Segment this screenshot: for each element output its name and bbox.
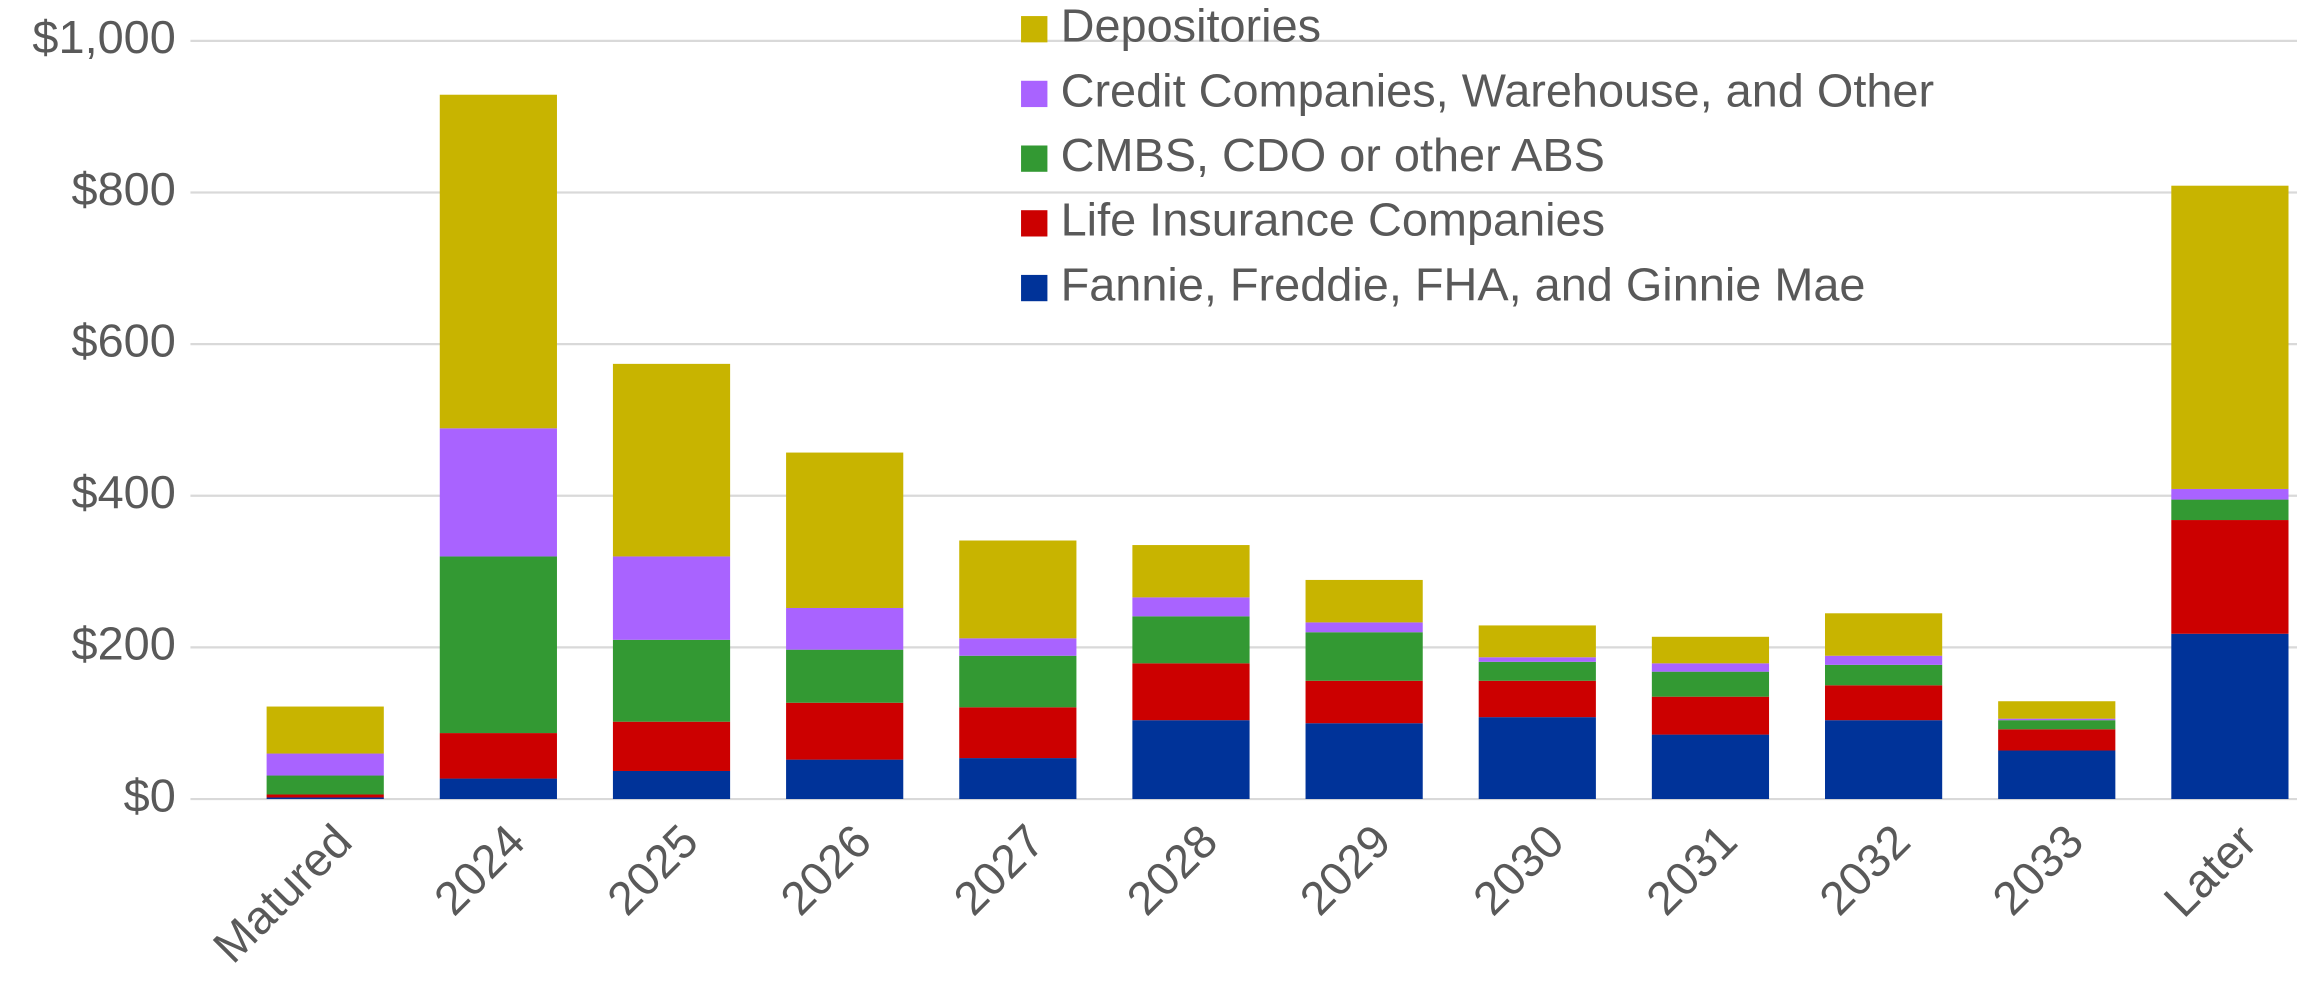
- bar-segment: [1478, 661, 1596, 681]
- bar-segment: [612, 363, 731, 557]
- bar-segment: [1305, 622, 1423, 633]
- bar-segment: [439, 556, 557, 734]
- legend-label: Life Insurance Companies: [1061, 194, 1605, 246]
- bar-segment: [1998, 718, 2116, 721]
- bar-segment: [2171, 488, 2289, 500]
- bar-segment: [1305, 632, 1423, 681]
- bar-segment: [612, 639, 731, 722]
- bar-segment: [1651, 663, 1770, 672]
- x-tick-label: 2025: [597, 815, 708, 925]
- x-tick-label: 2024: [424, 815, 535, 925]
- bar-segment: [1132, 720, 1250, 800]
- bar-segment: [1825, 613, 1943, 656]
- legend-swatch: [1021, 16, 1048, 43]
- bar-segment: [1998, 701, 2116, 719]
- bar-segment: [439, 778, 557, 800]
- y-tick-label: $200: [72, 618, 176, 670]
- bar-segment: [2171, 499, 2289, 521]
- bar-segment: [439, 428, 557, 557]
- bar-segment: [1305, 723, 1423, 800]
- bar-segment: [1651, 636, 1770, 664]
- bar-segment: [266, 753, 384, 776]
- legend-swatch: [1021, 145, 1048, 172]
- bar-segment: [1478, 717, 1596, 800]
- bar-segment: [2171, 633, 2289, 800]
- bar-segment: [1998, 729, 2116, 751]
- x-tick-label: Matured: [203, 815, 361, 973]
- bar-segment: [1651, 734, 1770, 800]
- x-tick-label: 2032: [1809, 815, 1920, 925]
- bar-segment: [959, 758, 1077, 800]
- x-tick-label: 2031: [1636, 815, 1747, 925]
- legend-label: Fannie, Freddie, FHA, and Ginnie Mae: [1061, 258, 1866, 310]
- bar-segment: [1478, 657, 1596, 662]
- legend-label: Credit Companies, Warehouse, and Other: [1061, 64, 1934, 116]
- bar-segment: [439, 94, 557, 429]
- bar-segment: [1998, 720, 2116, 730]
- bar-segment: [959, 540, 1077, 639]
- bar-segment: [612, 556, 731, 640]
- bar-segment: [1132, 545, 1250, 598]
- x-tick-label: 2026: [770, 815, 881, 925]
- bar-segment: [1305, 579, 1423, 623]
- y-tick-label: $1,000: [32, 11, 175, 63]
- x-tick-label: 2028: [1117, 815, 1228, 925]
- x-tick-label: 2030: [1463, 815, 1574, 925]
- bar-segment: [1651, 671, 1770, 697]
- bar-segment: [266, 797, 384, 800]
- bar-segment: [1825, 655, 1943, 665]
- bar-segment: [1132, 616, 1250, 664]
- bar-segment: [1132, 597, 1250, 617]
- bar-segment: [786, 702, 904, 760]
- bar-segment: [1305, 680, 1423, 724]
- bar-segment: [266, 775, 384, 795]
- bar-segment: [959, 655, 1077, 708]
- bar-segment: [786, 607, 904, 650]
- bar-segment: [959, 707, 1077, 759]
- y-tick-label: $800: [72, 163, 176, 215]
- bar-segment: [786, 759, 904, 800]
- bar-segment: [439, 733, 557, 779]
- y-tick-label: $400: [72, 466, 176, 518]
- bar-segment: [1825, 664, 1943, 686]
- bar-segment: [786, 649, 904, 703]
- legend-swatch: [1021, 80, 1048, 108]
- bar-segment: [612, 721, 731, 771]
- bar-segment: [266, 794, 384, 798]
- y-tick-label: $0: [124, 769, 176, 821]
- x-tick-label: 2027: [944, 815, 1055, 925]
- legend-swatch: [1021, 210, 1048, 237]
- bar-segment: [1825, 685, 1943, 721]
- bar-segment: [2171, 185, 2289, 489]
- bar-segment: [2171, 520, 2289, 634]
- bar-segment: [612, 770, 731, 800]
- bar-segment: [1132, 663, 1250, 721]
- legend-swatch: [1021, 274, 1048, 302]
- y-tick-label: $600: [72, 315, 176, 367]
- legend-label: CMBS, CDO or other ABS: [1061, 129, 1605, 181]
- bar-segment: [959, 638, 1077, 656]
- x-tick-label: 2033: [1983, 815, 2094, 925]
- x-tick-label: Later: [2154, 815, 2266, 927]
- legend-label: Depositories: [1061, 0, 1321, 52]
- x-tick-label: 2029: [1290, 815, 1401, 925]
- bar-segment: [1825, 720, 1943, 800]
- bar-segment: [1651, 696, 1770, 735]
- bar-segment: [786, 452, 904, 608]
- bar-segment: [1478, 625, 1596, 658]
- bar-segment: [1478, 680, 1596, 718]
- bar-segment: [1998, 750, 2116, 800]
- bar-segment: [266, 706, 384, 754]
